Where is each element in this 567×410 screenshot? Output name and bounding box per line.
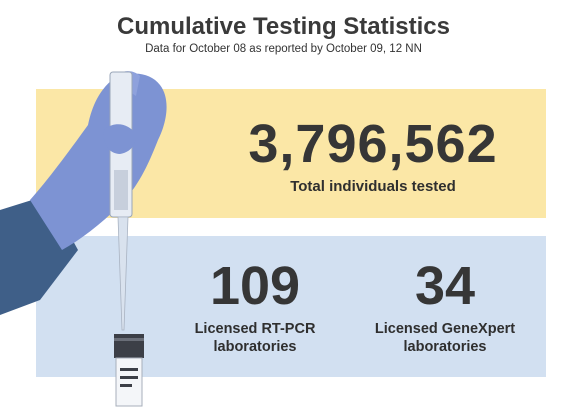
total-tested-value: 3,796,562 [248,114,498,174]
page-title: Cumulative Testing Statistics [117,13,450,40]
glove-thumb [103,124,136,154]
test-tube-cap [114,334,144,358]
total-tested-label: Total individuals tested [290,178,456,195]
rtpcr-labs-label-line1: Licensed RT-PCR [194,321,316,337]
test-tube [115,357,143,407]
rtpcr-labs-label: Licensed RT-PCR laboratories [170,320,340,356]
genexpert-labs-value: 34 [414,256,476,316]
pipette-tip [117,216,129,331]
page-subtitle: Data for October 08 as reported by Octob… [145,43,422,55]
rtpcr-labs-value: 109 [209,256,301,316]
glove-hand-icon [30,73,167,250]
genexpert-labs-label-line1: Licensed GeneXpert [374,321,516,337]
genexpert-labs-label: Licensed GeneXpert laboratories [355,320,535,356]
genexpert-labs-label-line2: laboratories [403,339,487,355]
rtpcr-labs-label-line2: laboratories [213,339,297,355]
